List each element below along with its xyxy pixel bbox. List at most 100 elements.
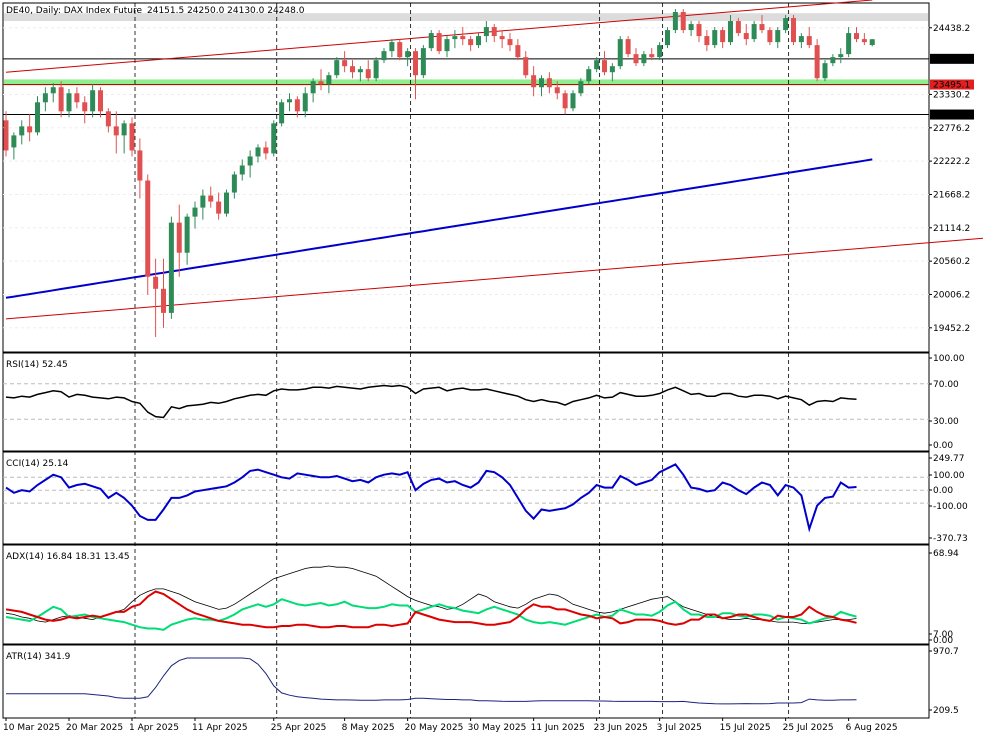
candle [460,27,466,46]
candle [247,150,253,178]
candle [539,75,544,97]
sma-line [5,158,873,299]
price-tick-label: 19452.2 [933,324,970,334]
candle [35,96,40,136]
candle-body [255,147,261,157]
candle-body [539,78,544,88]
axis-tick-label: 7.00 [933,630,953,640]
candle [287,93,292,112]
date-label: 11 Apr 2025 [192,723,248,733]
price-axis: 24438.2 23330.2 22776.2 22222.2 21668.2 21114… [929,24,970,334]
candle-body [231,174,237,193]
candle [649,48,655,61]
date-label: 11 Jun 2025 [531,723,585,733]
candle-body [720,30,726,43]
candle [775,27,781,49]
rsi-title: RSI(14) 52.45 [6,360,68,370]
candle-body [483,27,489,37]
level-label-bg [930,109,974,120]
adx-title: ADX(14) 16.84 18.31 13.45 [6,552,130,562]
cci-line [5,463,857,533]
candle-body [625,39,631,55]
date-separators [134,3,790,718]
candle-body [200,195,206,208]
candle [625,36,631,58]
candle [759,15,765,34]
cci-title: CCI(14) 25.14 [6,459,69,469]
candle-body [357,69,363,73]
candle [19,120,25,145]
date-axis: 10 Mar 2025 20 Mar 2025 1 Apr 2025 11 Apr 2… [3,718,898,733]
candle-body [743,33,749,40]
candle [231,171,237,199]
candle [397,39,403,61]
candle-body [19,126,25,136]
candle-body [728,21,733,43]
candle-body [224,192,229,214]
candle [570,90,576,112]
candle [602,51,607,76]
candle-body [476,36,481,46]
candle [121,120,127,154]
candle [113,111,119,154]
candle-body [287,99,292,103]
candle [468,36,474,52]
candle-body [460,36,466,40]
candle [137,138,143,199]
rsi-line [5,384,857,419]
candle-body [562,93,568,109]
candle-body [822,63,828,79]
cci-panel: 249.77 100.00 0.00 -100.00 -370.73 CCI(14) 2… [2,451,968,545]
candle-body [42,93,48,103]
candle [105,108,111,133]
candle-body [381,51,387,61]
level-label: 23495.1 [933,81,970,91]
candle [302,87,308,118]
candle-body [184,216,190,253]
resistance-zone [4,13,928,22]
candle [145,174,151,295]
price-panel: 23922.0 23495.1 22996.3 24438.2 23330.2 2277… [2,0,983,718]
level-label: 22996.3 [933,111,970,121]
candle-body [830,57,836,64]
candle [365,60,371,82]
candle [594,57,600,73]
level-label: 23922.0 [933,55,970,65]
candle-body [499,36,505,40]
date-label: 20 Mar 2025 [66,723,123,733]
atr-panel: 970.7 209.5 ATR(14) 341.9 [2,644,959,719]
candle [704,30,710,52]
candle [672,9,678,34]
candle [263,141,269,160]
date-label: 23 Jun 2025 [594,723,648,733]
cci-body: 249.77 100.00 0.00 -100.00 -370.73 [3,454,968,544]
candle-body [869,39,875,46]
candle-body [468,39,474,46]
candle [66,89,72,118]
candle-body [861,39,867,43]
candle [405,48,411,67]
candle-body [428,33,434,49]
candle-body [342,60,348,67]
candle-body [294,99,300,112]
candle [783,15,789,34]
candle-body [491,27,497,37]
price-tick-label: 22222.2 [933,157,970,167]
candle [184,213,190,265]
candle [830,54,836,67]
sma200-line [5,158,873,299]
candle [641,51,647,67]
candle [208,186,214,208]
candle [720,27,726,49]
candle-body [98,90,103,112]
axis-tick-label: 30.00 [933,417,959,427]
candle-body [208,195,214,202]
candle-body [326,75,332,85]
axis-tick-label: -100.00 [933,502,968,512]
candle-body [507,39,513,46]
candle [357,66,363,82]
candle [499,30,505,49]
candle [531,66,537,97]
candle-body [121,123,127,136]
